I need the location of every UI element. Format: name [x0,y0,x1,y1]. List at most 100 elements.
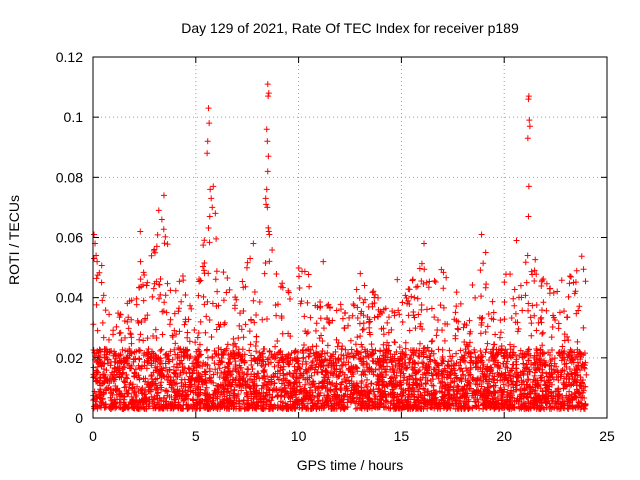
data-point [144,335,151,342]
data-point [269,394,276,401]
data-point [498,370,505,377]
data-point [462,404,469,411]
data-point [530,376,537,383]
data-point [371,294,378,301]
data-point [369,300,376,307]
data-point [427,377,434,384]
data-point [98,262,105,269]
data-point [263,389,270,396]
data-point [340,352,347,359]
data-point [263,381,270,388]
data-point [170,363,177,370]
data-point [577,356,584,363]
data-point [431,399,438,406]
data-point [248,400,255,407]
data-point [103,385,110,392]
data-point [223,289,230,296]
data-point [112,374,119,381]
data-point [565,337,572,344]
data-point [399,392,406,399]
data-point [559,394,566,401]
data-point [521,385,528,392]
data-point [317,315,324,322]
y-tick-label: 0.02 [56,350,83,366]
data-point [410,396,417,403]
data-point [226,360,233,367]
data-point [298,396,305,403]
data-point [181,321,188,328]
data-point [279,387,286,394]
data-point [279,280,286,287]
data-point [500,353,507,360]
data-point [140,269,147,276]
data-point [309,378,316,385]
data-point [439,346,446,353]
data-point [401,359,408,366]
data-point [576,303,583,310]
data-point [443,274,450,281]
data-point [307,314,314,321]
data-point [377,392,384,399]
data-point [339,343,346,350]
data-point [497,317,504,324]
data-point [160,192,167,199]
data-point [511,302,518,309]
data-point [453,289,460,296]
data-point [492,382,499,389]
data-point [306,380,313,387]
data-point [101,375,108,382]
data-point [162,351,169,358]
data-point [339,379,346,386]
data-point [126,298,133,305]
data-point [361,346,368,353]
data-point [97,382,104,389]
data-point [224,341,231,348]
data-point [411,314,418,321]
data-point [368,341,375,348]
data-point [126,365,133,372]
data-point [150,332,157,339]
data-point [210,397,217,404]
data-point [410,309,417,316]
data-point [182,387,189,394]
data-point [498,343,505,350]
data-point [97,374,104,381]
data-point [286,369,293,376]
data-point [561,398,568,405]
data-point [154,231,161,238]
data-point [506,372,513,379]
data-point [484,340,491,347]
data-point [152,405,159,412]
data-point [471,349,478,356]
data-point [568,391,575,398]
data-point [236,370,243,377]
data-point [555,377,562,384]
data-point [517,347,524,354]
data-point [266,231,273,238]
data-point [499,389,506,396]
data-point [384,339,391,346]
data-point [157,276,164,283]
data-point [112,366,119,373]
data-point [251,288,258,295]
data-point [375,388,382,395]
data-point [186,379,193,386]
data-point [405,394,412,401]
data-point [213,303,220,310]
data-point [401,374,408,381]
data-point [552,393,559,400]
data-point [368,380,375,387]
data-point [350,354,357,361]
data-point [263,201,270,208]
data-point [402,292,409,299]
data-point [408,352,415,359]
data-point [489,298,496,305]
data-point [113,323,120,330]
data-point [253,390,260,397]
data-point [412,325,419,332]
data-point [255,403,262,410]
data-point [295,273,302,280]
data-point [334,343,341,350]
data-point [175,305,182,312]
data-point [434,317,441,324]
